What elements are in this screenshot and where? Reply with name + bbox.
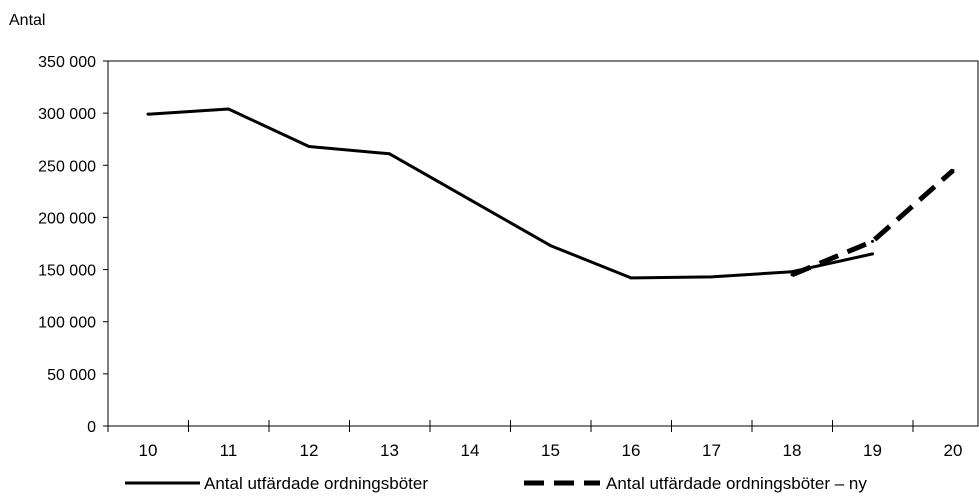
data-point-series-1 [469, 198, 472, 201]
data-point-series-1 [710, 275, 713, 278]
y-tick-label: 150 000 [38, 263, 96, 280]
y-tick-label: 0 [87, 419, 96, 436]
data-point-series-1 [630, 276, 633, 279]
x-tick-label: 18 [783, 441, 802, 460]
x-tick-label: 11 [220, 441, 238, 460]
y-axis-ticks: 0 50 000 100 000 150 000 200 000 250 000 300 0… [38, 54, 108, 436]
data-point-series-1 [147, 113, 150, 116]
x-tick-label: 13 [380, 441, 399, 460]
x-tick-label: 14 [461, 441, 480, 460]
data-point-series-1 [871, 252, 874, 255]
y-axis-label: Antal [9, 12, 45, 29]
x-tick-label: 15 [541, 441, 560, 460]
data-point-series-2 [871, 240, 874, 243]
data-point-series-1 [308, 145, 311, 148]
y-tick-label: 50 000 [47, 367, 96, 384]
x-tick-label: 12 [300, 441, 319, 460]
data-point-series-1 [388, 152, 391, 155]
data-point-series-1 [549, 244, 552, 247]
x-tick-label: 16 [622, 441, 641, 460]
y-tick-label: 200 000 [38, 210, 96, 227]
legend-label-1: Antal utfärdade ordningsböter [204, 474, 428, 493]
plot-area-frame [108, 61, 978, 426]
y-tick-label: 300 000 [38, 106, 96, 123]
data-point-series-1 [227, 107, 230, 110]
x-tick-label: 10 [139, 441, 158, 460]
series-line-2 [792, 171, 953, 275]
data-point-series-2 [791, 273, 794, 276]
series-line-1 [148, 109, 873, 278]
legend: Antal utfärdade ordningsböter Antal utfär… [125, 474, 867, 493]
y-tick-label: 250 000 [38, 158, 96, 175]
y-tick-label: 100 000 [38, 315, 96, 332]
legend-label-2: Antal utfärdade ordningsböter – ny [606, 474, 867, 493]
x-tick-label: 17 [702, 441, 721, 460]
series-lines [147, 107, 955, 279]
y-tick-label: 350 000 [38, 54, 96, 71]
data-point-series-2 [952, 169, 955, 172]
x-tick-label: 20 [944, 441, 963, 460]
x-tick-label: 19 [863, 441, 882, 460]
